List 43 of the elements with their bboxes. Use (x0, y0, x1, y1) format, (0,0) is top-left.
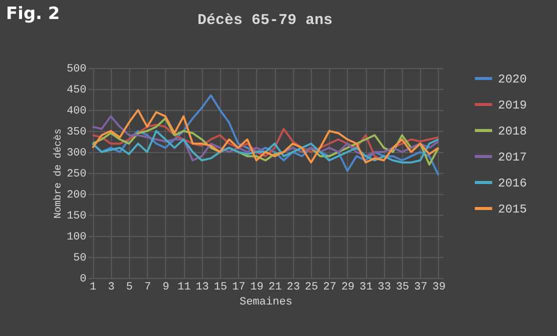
y-tick-label: 350 (66, 126, 86, 138)
x-tick-label: 1 (90, 282, 97, 294)
x-tick-label: 23 (286, 282, 300, 294)
x-tick-label: 13 (196, 282, 209, 294)
line-series (92, 124, 440, 162)
x-tick-label: 35 (396, 282, 410, 294)
legend-label: 2018 (498, 124, 527, 138)
x-tick-label: 9 (162, 282, 170, 294)
y-tick-label: 300 (66, 148, 86, 160)
y-axis-title: Nombre de décès (52, 128, 65, 219)
y-tick-label: 450 (66, 84, 86, 96)
x-tick-label: 39 (432, 282, 446, 294)
y-tick-label: 500 (66, 64, 86, 76)
chart-title: Décès 65-79 ans (197, 12, 333, 29)
x-tick-label: 11 (177, 282, 192, 294)
y-tick-label: 250 (66, 168, 86, 180)
x-tick-label: 29 (341, 282, 355, 294)
x-axis-title: Semaines (240, 296, 292, 308)
x-tick-label: 15 (214, 282, 228, 294)
legend-label: 2015 (498, 202, 527, 216)
x-tick-label: 7 (144, 282, 151, 294)
x-tick-label: 5 (126, 282, 133, 294)
y-tick-label: 50 (73, 252, 86, 264)
y-tick-label: 200 (66, 190, 86, 202)
y-tick-label: 150 (66, 210, 86, 222)
x-tick-label: 25 (304, 282, 318, 294)
line-series (92, 130, 440, 164)
x-tick-label: 17 (232, 282, 246, 294)
y-tick-label: 100 (66, 232, 86, 244)
legend-label: 2017 (498, 150, 527, 164)
x-tick-label: 33 (378, 282, 391, 294)
x-tick-label: 19 (250, 282, 264, 294)
x-tick-label: 21 (268, 282, 282, 294)
x-tick-label: 3 (108, 282, 115, 294)
y-tick-label: 400 (66, 106, 86, 118)
legend-label: 2019 (498, 98, 527, 112)
y-tick-label: 0 (80, 274, 86, 286)
legend-label: 2016 (498, 176, 527, 190)
caption: Fig. 2 (6, 4, 60, 24)
x-tick-label: 37 (414, 282, 428, 294)
legend-label: 2020 (498, 72, 527, 86)
x-tick-label: 31 (360, 282, 374, 294)
x-tick-label: 27 (323, 282, 336, 294)
